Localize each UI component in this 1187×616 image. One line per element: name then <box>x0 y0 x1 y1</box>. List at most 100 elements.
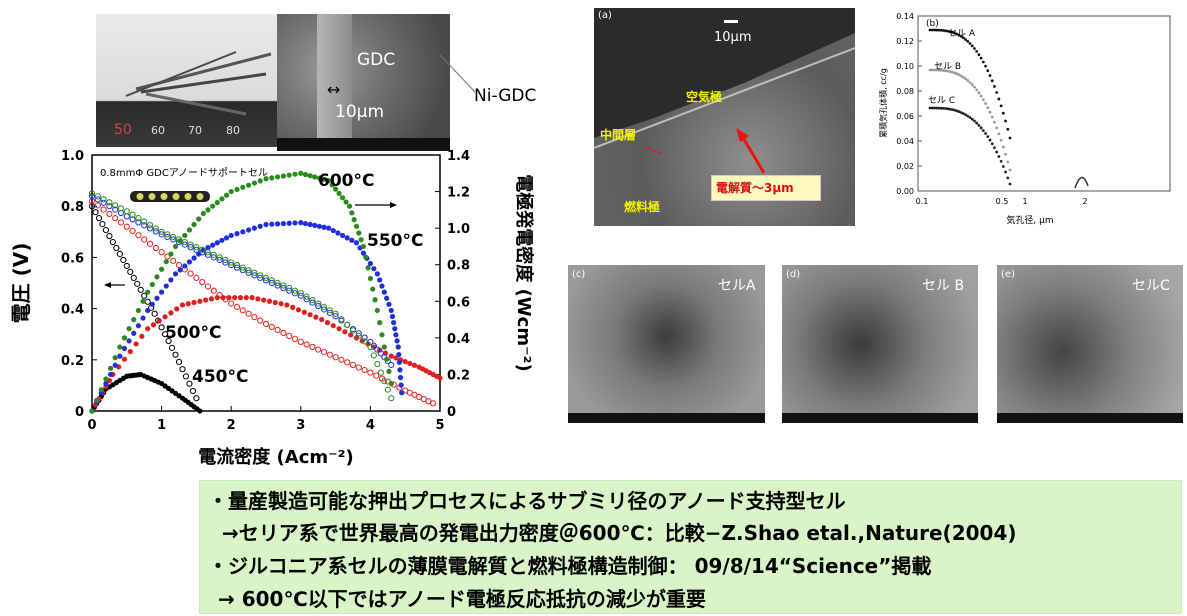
x-tick-label: 0 <box>87 418 96 433</box>
voltage-point <box>210 287 217 294</box>
power-point <box>386 301 392 307</box>
power-point <box>326 178 332 184</box>
power-point <box>163 259 169 265</box>
cross-section-sem: (a) 10μm 空気極 中間層 燃料極 電解質～3μm <box>594 8 855 226</box>
voltage-point <box>152 225 159 232</box>
voltage-point <box>187 241 194 248</box>
power-point <box>174 306 180 312</box>
pore-point <box>990 79 994 83</box>
pore-point <box>928 106 932 110</box>
cell-label: セル B <box>922 278 965 294</box>
pore-point <box>941 29 945 32</box>
voltage-point <box>117 219 125 226</box>
voltage-point <box>181 241 188 248</box>
pore-point <box>997 155 1001 158</box>
power-point <box>280 173 286 179</box>
pore-point <box>993 85 996 88</box>
voltage-point <box>100 199 107 206</box>
rod-bead-icon <box>196 193 204 200</box>
rod-bead-icon <box>172 193 180 200</box>
power-point <box>321 224 327 230</box>
voltage-point <box>158 324 165 331</box>
middle-layer-label: 中間層 <box>600 128 637 142</box>
voltage-point <box>233 264 241 271</box>
power-point <box>126 326 132 332</box>
pore-point <box>961 112 965 115</box>
power-point <box>377 277 383 283</box>
voltage-point <box>141 222 148 229</box>
voltage-point <box>309 296 316 304</box>
pore-point <box>944 29 947 33</box>
pore-chart: 0.14 0.12 0.10 0.08 0.06 0.04 0.02 0.000.1 0.5 1 2… <box>878 12 1171 226</box>
panel-letter: (a) <box>598 10 612 21</box>
power-point <box>98 387 104 393</box>
power-point <box>228 188 234 195</box>
pore-point <box>1008 136 1012 140</box>
y-right-tick-label: 1.2 <box>447 186 470 201</box>
power-point <box>402 359 408 365</box>
power-point <box>263 176 269 182</box>
voltage-point <box>355 330 362 337</box>
pore-point <box>957 33 961 37</box>
voltage-point <box>210 254 217 261</box>
power-point <box>330 323 336 329</box>
right-arrow-head-icon <box>390 202 397 208</box>
pore-point <box>939 106 943 110</box>
y-right-tick-label: 0.6 <box>447 295 470 310</box>
power-point <box>135 307 141 314</box>
power-point <box>356 230 362 236</box>
power-point <box>145 289 151 295</box>
x-axis-label: 電流密度 (Acm⁻²) <box>198 446 353 468</box>
voltage-point <box>280 282 287 289</box>
voltage-point <box>338 316 345 323</box>
power-point <box>210 242 216 248</box>
rod-illustration <box>125 51 272 116</box>
pore-point <box>933 68 936 72</box>
power-point <box>196 251 202 257</box>
voltage-point <box>228 259 235 266</box>
power-point <box>103 380 109 387</box>
pore-point <box>948 70 952 73</box>
pore-point <box>995 91 999 94</box>
power-point <box>228 232 234 239</box>
power-point <box>186 227 193 233</box>
power-point <box>363 254 369 260</box>
voltage-point <box>127 268 134 276</box>
voltage-point <box>187 244 194 251</box>
power-point <box>237 295 244 301</box>
pore-x-tick-label: 0.1 <box>916 197 929 206</box>
electrolyte-arrow <box>643 128 766 174</box>
voltage-point <box>374 360 381 368</box>
power-point <box>351 217 357 223</box>
voltage-point <box>257 274 264 281</box>
pore-point <box>973 85 976 89</box>
rod-bead-icon <box>184 193 192 200</box>
voltage-point <box>274 326 281 334</box>
power-point <box>346 203 353 209</box>
power-point <box>437 375 443 381</box>
summary-line: ・量産製造可能な押出プロセスによるサブミリ径のアノード支持型セル <box>208 489 846 513</box>
pore-point <box>964 77 967 81</box>
power-point <box>263 221 269 228</box>
power-point <box>302 171 309 178</box>
power-point <box>312 174 318 180</box>
power-point <box>391 320 397 326</box>
power-point <box>353 223 360 229</box>
power-point <box>284 302 290 308</box>
voltage-point <box>109 238 116 246</box>
power-point <box>370 286 376 292</box>
pore-point <box>970 44 974 48</box>
power-point <box>367 260 373 267</box>
pore-point <box>950 108 954 112</box>
power-point <box>163 283 169 289</box>
pore-point <box>955 32 959 36</box>
pore-point <box>979 126 983 130</box>
pore-point <box>973 119 976 123</box>
voltage-point <box>193 274 200 281</box>
cell-label: セルC <box>1132 278 1170 294</box>
pore-point <box>928 68 932 72</box>
voltage-point <box>257 272 264 279</box>
pore-point <box>1001 145 1005 149</box>
power-point <box>145 326 151 332</box>
pore-point <box>981 98 985 102</box>
